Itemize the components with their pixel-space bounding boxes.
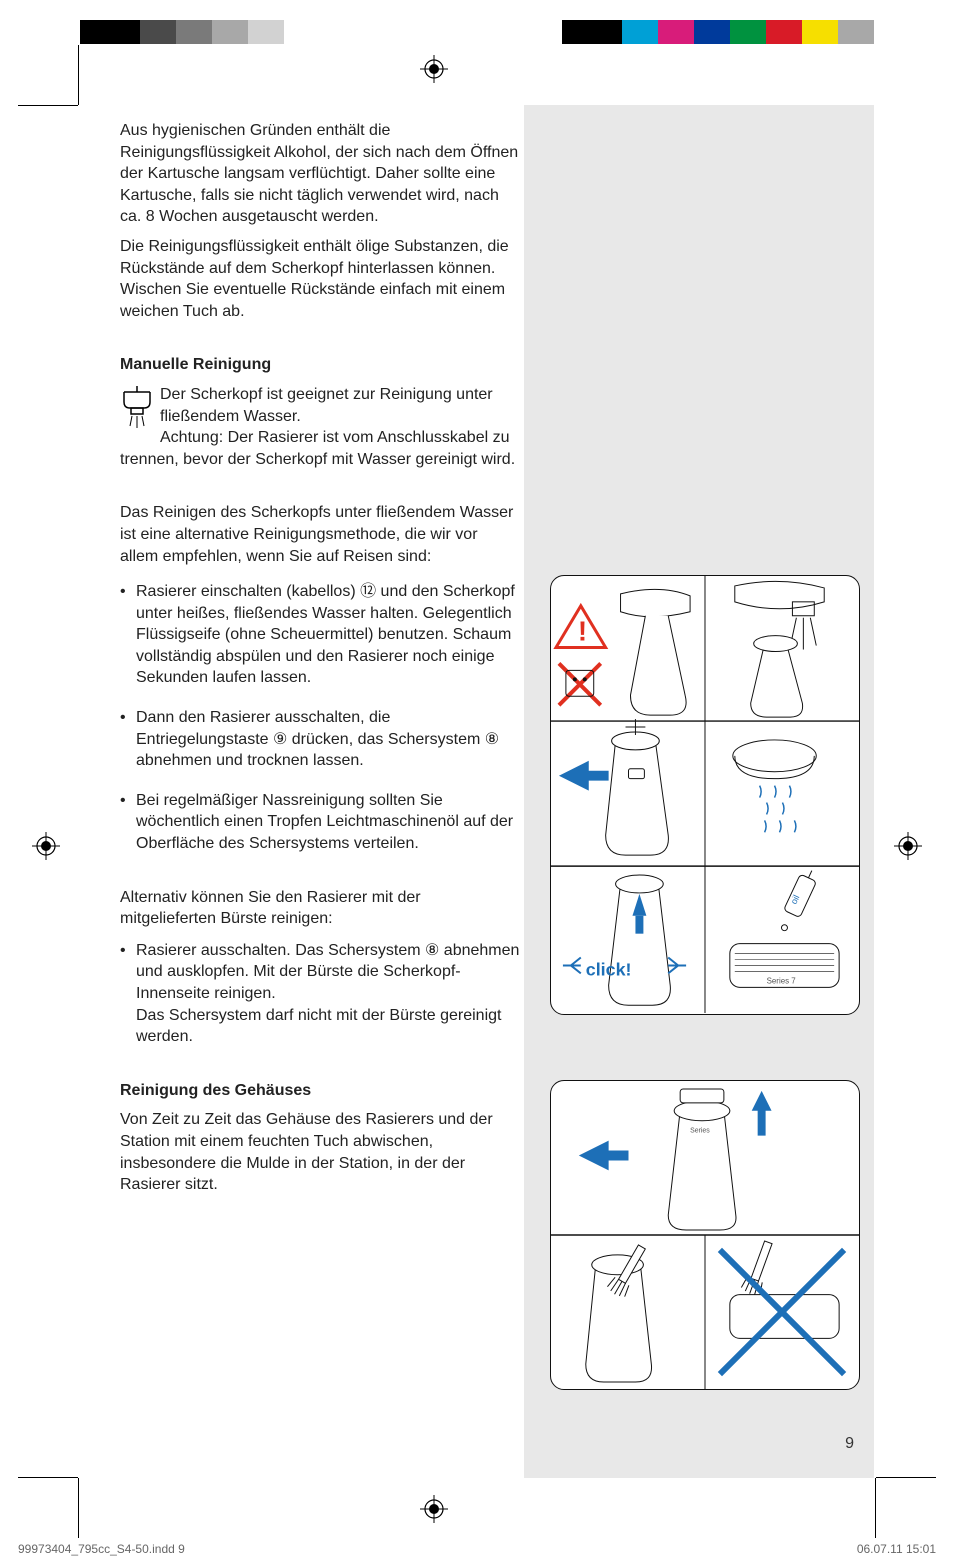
paragraph: Alternativ können Sie den Rasierer mit d… bbox=[120, 887, 520, 930]
page-number: 9 bbox=[845, 1435, 854, 1453]
footer-date: 06.07.11 15:01 bbox=[857, 1542, 936, 1556]
body-text: Aus hygienischen Gründen enthält die Rei… bbox=[120, 120, 520, 1204]
svg-text:Series 7: Series 7 bbox=[767, 976, 797, 985]
paragraph: Achtung: Der Rasierer ist vom Anschluss­… bbox=[120, 429, 515, 468]
registration-mark-icon bbox=[420, 1495, 448, 1523]
paragraph: Die Reinigungsflüssigkeit enthält ölige … bbox=[120, 236, 520, 322]
heading: Manuelle Reinigung bbox=[120, 356, 271, 373]
list-item: Rasierer ausschalten. Das Schersystem ⑧ … bbox=[120, 940, 520, 1048]
footer-file: 99973404_795cc_S4-50.indd 9 bbox=[18, 1542, 185, 1556]
printer-color-bar bbox=[0, 20, 954, 44]
svg-text:click!: click! bbox=[586, 959, 632, 979]
list-item: Dann den Rasierer ausschalten, die Entri… bbox=[120, 707, 520, 772]
illustration-svg: Series bbox=[551, 1081, 859, 1389]
crop-mark bbox=[18, 105, 78, 106]
registration-mark-icon bbox=[420, 55, 448, 83]
crop-mark bbox=[78, 1478, 79, 1538]
illustration-rinse: ! bbox=[550, 575, 860, 1015]
crop-mark bbox=[876, 1477, 936, 1478]
illustration-svg: ! bbox=[551, 576, 859, 1013]
heading: Reinigung des Gehäuses bbox=[120, 1082, 311, 1099]
crop-mark bbox=[78, 45, 79, 105]
paragraph: Der Scherkopf ist geeignet zur Reinigung… bbox=[160, 386, 493, 425]
illustration-brush: Series bbox=[550, 1080, 860, 1390]
list-item: Rasierer einschalten (kabellos) ⑫ und de… bbox=[120, 581, 520, 689]
paragraph: Das Reinigen des Scherkopfs unter fließe… bbox=[120, 502, 520, 567]
crop-mark bbox=[18, 1477, 78, 1478]
paragraph: Aus hygienischen Gründen enthält die Rei… bbox=[120, 120, 520, 228]
tap-water-icon bbox=[120, 386, 154, 430]
registration-mark-icon bbox=[32, 832, 60, 860]
registration-mark-icon bbox=[894, 832, 922, 860]
svg-text:!: ! bbox=[578, 616, 587, 647]
crop-mark bbox=[875, 1478, 876, 1538]
paragraph: Von Zeit zu Zeit das Gehäuse des Rasiere… bbox=[120, 1109, 520, 1195]
svg-text:Series: Series bbox=[690, 1128, 710, 1135]
list-item: Bei regelmäßiger Nassreinigung sollten S… bbox=[120, 790, 520, 855]
